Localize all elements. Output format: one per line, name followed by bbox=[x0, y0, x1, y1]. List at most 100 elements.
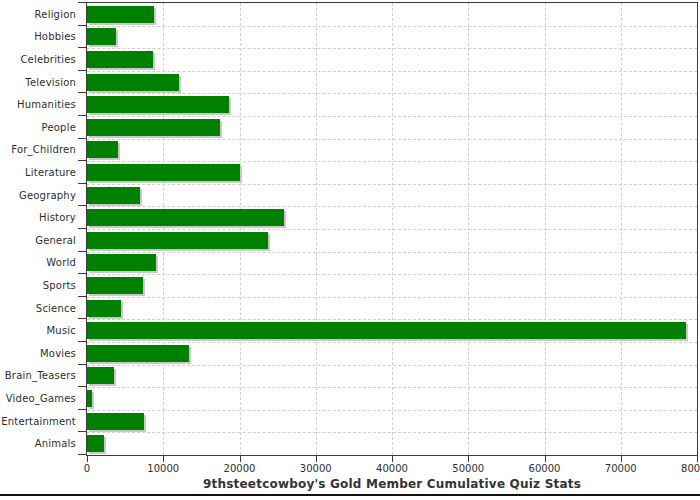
chart-title: 9thsteetcowboy's Gold Member Cumulative … bbox=[86, 477, 698, 491]
x-axis-tick bbox=[392, 456, 393, 462]
y-axis-tick bbox=[78, 160, 86, 161]
y-axis-tick bbox=[78, 183, 86, 184]
bar-people bbox=[87, 119, 220, 136]
y-axis-tick bbox=[78, 273, 86, 274]
bar-hobbies bbox=[87, 28, 116, 45]
category-label: Science bbox=[0, 297, 76, 320]
bar-row bbox=[87, 432, 697, 455]
x-tick-label: 70000 bbox=[605, 463, 637, 474]
bar-humanities bbox=[87, 96, 229, 113]
y-axis-tick bbox=[78, 138, 86, 139]
category-label: General bbox=[0, 229, 76, 252]
y-axis-tick bbox=[78, 409, 86, 410]
y-axis-tick bbox=[78, 364, 86, 365]
bar-entertainment bbox=[87, 413, 144, 430]
bottom-divider-line bbox=[0, 494, 700, 496]
bar-row bbox=[87, 3, 697, 26]
x-tick-label: 50000 bbox=[452, 463, 484, 474]
x-tick-label: 10000 bbox=[147, 463, 179, 474]
category-label: Celebrities bbox=[0, 48, 76, 71]
bar-row bbox=[87, 139, 697, 162]
y-axis-tick bbox=[78, 115, 86, 116]
x-tick-label: 40000 bbox=[376, 463, 408, 474]
bar-music bbox=[87, 322, 686, 339]
y-axis-tick bbox=[78, 318, 86, 319]
category-label: World bbox=[0, 252, 76, 275]
y-axis-tick bbox=[78, 251, 86, 252]
bar-video_games bbox=[87, 390, 92, 407]
bar-row bbox=[87, 229, 697, 252]
bar-animals bbox=[87, 435, 104, 452]
y-axis-tick bbox=[78, 296, 86, 297]
y-axis-tick bbox=[78, 92, 86, 93]
category-label: For_Children bbox=[0, 139, 76, 162]
category-label: Brain_Teasers bbox=[0, 365, 76, 388]
bar-geography bbox=[87, 187, 140, 204]
x-tick-label: 20000 bbox=[224, 463, 256, 474]
bar-row bbox=[87, 116, 697, 139]
category-label: Humanities bbox=[0, 93, 76, 116]
x-tick-label: 0 bbox=[84, 463, 90, 474]
y-axis-tick bbox=[78, 205, 86, 206]
y-axis-tick bbox=[78, 47, 86, 48]
y-axis-tick bbox=[78, 228, 86, 229]
bar-religion bbox=[87, 6, 154, 23]
bar-literature bbox=[87, 164, 240, 181]
y-axis-tick bbox=[78, 341, 86, 342]
bar-row bbox=[87, 387, 697, 410]
y-axis-tick bbox=[78, 386, 86, 387]
category-label: Geography bbox=[0, 184, 76, 207]
bar-row bbox=[87, 161, 697, 184]
bar-row bbox=[87, 297, 697, 320]
bar-celebrities bbox=[87, 51, 153, 68]
bar-row bbox=[87, 71, 697, 94]
plot-area bbox=[86, 2, 698, 456]
bar-for_children bbox=[87, 141, 118, 158]
bar-television bbox=[87, 74, 179, 91]
bar-row bbox=[87, 184, 697, 207]
y-axis-tick bbox=[78, 454, 86, 455]
x-tick-label: 30000 bbox=[300, 463, 332, 474]
category-label: Literature bbox=[0, 161, 76, 184]
x-tick-label: 80000 bbox=[681, 463, 700, 474]
bar-row bbox=[87, 319, 697, 342]
bar-row bbox=[87, 26, 697, 49]
bar-row bbox=[87, 206, 697, 229]
x-axis-tick bbox=[545, 456, 546, 462]
category-label: People bbox=[0, 116, 76, 139]
category-label: Movies bbox=[0, 342, 76, 365]
x-axis-tick bbox=[468, 456, 469, 462]
category-label: Sports bbox=[0, 274, 76, 297]
bar-row bbox=[87, 48, 697, 71]
bar-row bbox=[87, 410, 697, 433]
category-label: Music bbox=[0, 319, 76, 342]
y-axis-tick bbox=[78, 70, 86, 71]
category-label: History bbox=[0, 206, 76, 229]
x-axis-tick bbox=[697, 456, 698, 462]
bar-history bbox=[87, 209, 284, 226]
bar-row bbox=[87, 342, 697, 365]
bar-row bbox=[87, 365, 697, 388]
x-tick-label: 60000 bbox=[529, 463, 561, 474]
x-axis-tick bbox=[621, 456, 622, 462]
category-label: Entertainment bbox=[0, 410, 76, 433]
quiz-stats-chart: ReligionHobbiesCelebritiesTelevisionHuma… bbox=[0, 0, 700, 500]
x-axis-tick bbox=[87, 456, 88, 462]
category-label: Video_Games bbox=[0, 387, 76, 410]
x-axis-tick bbox=[240, 456, 241, 462]
x-axis-tick bbox=[163, 456, 164, 462]
bar-sports bbox=[87, 277, 143, 294]
bar-world bbox=[87, 254, 156, 271]
bar-science bbox=[87, 300, 121, 317]
category-label: Religion bbox=[0, 3, 76, 26]
category-label: Hobbies bbox=[0, 26, 76, 49]
x-axis-tick bbox=[316, 456, 317, 462]
bar-movies bbox=[87, 345, 189, 362]
y-axis-tick bbox=[78, 25, 86, 26]
category-label: Animals bbox=[0, 432, 76, 455]
bar-row bbox=[87, 274, 697, 297]
bar-brain_teasers bbox=[87, 367, 114, 384]
y-axis-tick bbox=[78, 431, 86, 432]
bar-row bbox=[87, 252, 697, 275]
y-axis-tick bbox=[78, 2, 86, 3]
